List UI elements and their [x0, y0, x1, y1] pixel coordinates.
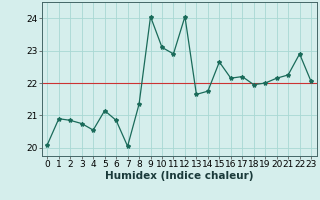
X-axis label: Humidex (Indice chaleur): Humidex (Indice chaleur): [105, 171, 253, 181]
